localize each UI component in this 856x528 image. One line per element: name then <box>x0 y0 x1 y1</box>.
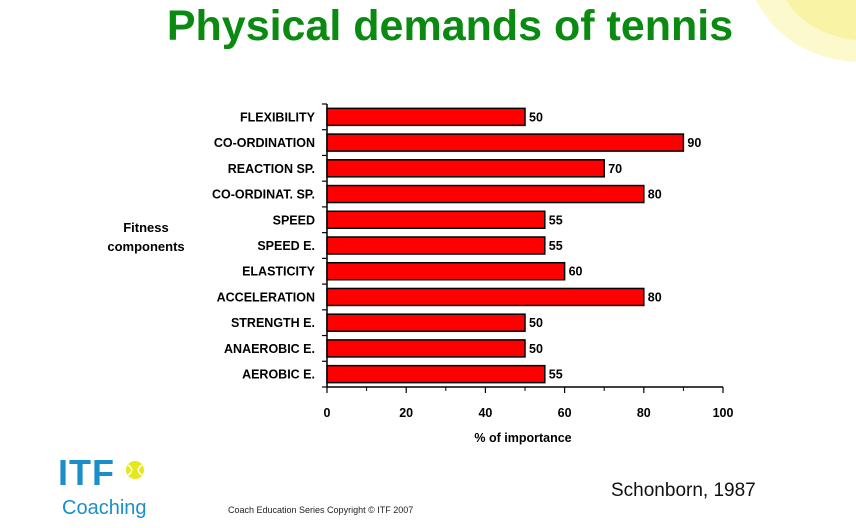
bar <box>326 159 605 178</box>
bar <box>326 236 546 255</box>
bar <box>326 287 645 307</box>
logo-secondary-text: Coaching <box>62 497 147 519</box>
data-label: 80 <box>648 290 662 304</box>
data-label: 70 <box>608 162 622 176</box>
data-label: 60 <box>569 265 583 279</box>
category-label: SPEED E. <box>257 239 315 253</box>
data-label: 50 <box>529 316 543 330</box>
x-tick-label: 100 <box>713 406 734 420</box>
bar <box>326 339 526 358</box>
category-label: ACCELERATION <box>217 290 315 304</box>
data-label: 50 <box>529 342 543 356</box>
x-axis-title: % of importance <box>474 431 571 445</box>
category-label: CO-ORDINAT. SP. <box>212 188 315 202</box>
source-citation: Schonborn, 1987 <box>611 480 756 501</box>
category-label: FLEXIBILITY <box>240 110 316 124</box>
bar <box>326 261 566 281</box>
data-label: 50 <box>529 110 543 124</box>
logo-primary-text: ITF <box>58 452 115 493</box>
plot-area: FLEXIBILITY 50 CO-ORDINATION 90 REACTION SP.… <box>212 103 734 445</box>
x-tick-label: 20 <box>399 406 413 420</box>
data-label: 80 <box>648 188 662 202</box>
data-label: 90 <box>687 136 701 150</box>
category-label: ELASTICITY <box>242 265 316 279</box>
x-tick-label: 0 <box>324 406 331 420</box>
category-label: AEROBIC E. <box>242 368 315 382</box>
category-label: REACTION SP. <box>228 162 315 176</box>
x-tick-label: 40 <box>478 406 492 420</box>
data-label: 55 <box>549 368 563 382</box>
x-tick-label: 60 <box>558 406 572 420</box>
bar <box>326 313 526 332</box>
bar <box>326 133 685 152</box>
y-axis-title: Fitness components <box>96 218 196 256</box>
data-label: 55 <box>549 239 563 253</box>
y-axis-title-line-1: Fitness <box>123 220 169 235</box>
category-label: CO-ORDINATION <box>214 136 315 150</box>
x-tick-label: 80 <box>637 406 651 420</box>
category-label: ANAEROBIC E. <box>224 342 315 356</box>
category-label: STRENGTH E. <box>231 316 315 330</box>
tennis-ball-icon <box>126 461 144 479</box>
bar <box>326 107 526 127</box>
bar <box>326 364 546 384</box>
decorative-swoosh <box>756 0 856 62</box>
slide-title: Physical demands of tennis <box>166 2 734 50</box>
data-label: 55 <box>549 213 563 227</box>
copyright-footer: Coach Education Series Copyright © ITF 2… <box>228 505 414 515</box>
category-label: SPEED <box>273 213 315 227</box>
bar <box>326 184 645 204</box>
y-axis-title-line-2: components <box>107 239 185 254</box>
bar <box>326 210 546 230</box>
